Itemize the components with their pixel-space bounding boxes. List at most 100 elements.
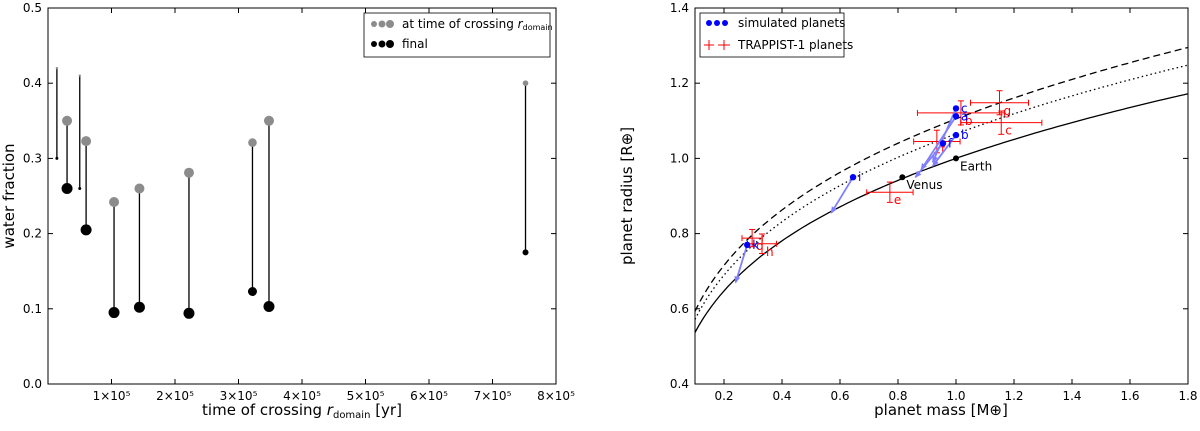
simulated-label: a (961, 109, 968, 123)
trappist-label: h (766, 245, 774, 259)
curve-rocky (694, 93, 1189, 333)
water-fraction-chart: 1×10⁵ 2×10⁵ 3×10⁵ 4×10⁵ 5×10⁵ 6×10⁵ 7×10⁵ 8×10⁵… (0, 1, 575, 421)
right-legend: simulated planets TRAPPIST-1 planets (699, 12, 853, 58)
y-tick-label: 1.2 (670, 76, 689, 90)
right-x-axis-label: planet mass [M⊕] (874, 401, 1008, 419)
simulated-label: k (752, 238, 759, 252)
trappist-label: b (965, 114, 973, 128)
crossing-point (78, 74, 81, 77)
left-plot-frame (47, 7, 557, 385)
trappist-planet (960, 110, 1043, 135)
simulated-label: i (858, 170, 861, 184)
legend-label-trappist: TRAPPIST-1 planets (737, 38, 853, 52)
crossing-point (62, 115, 73, 126)
final-point (61, 182, 73, 194)
crossing-point (81, 136, 92, 147)
legend-label-simulated: simulated planets (738, 16, 845, 30)
y-tick-label: 1.4 (670, 1, 689, 15)
final-point (133, 301, 145, 313)
evolution-arrow (920, 115, 957, 171)
y-tick-label: 0.1 (23, 302, 42, 316)
x-tick-label: 7×10⁵ (474, 389, 512, 403)
x-tick-label: 1.2 (1004, 389, 1023, 403)
x-tick-label: 0.4 (772, 389, 791, 403)
final-point (522, 249, 529, 256)
x-tick-label: 3×10⁵ (220, 389, 258, 403)
simulated-planet (952, 131, 960, 139)
x-tick-label: 6×10⁵ (410, 389, 448, 403)
final-point (263, 301, 275, 313)
y-tick-label: 1.0 (670, 151, 689, 165)
final-point (55, 156, 59, 160)
trappist-label: f (941, 142, 946, 156)
x-tick-label: 4×10⁵ (283, 389, 321, 403)
legend-label-final: final (402, 37, 428, 51)
trappist-planet (913, 129, 961, 154)
x-tick-label: 0.8 (888, 389, 907, 403)
trappist-label: c (1005, 124, 1012, 138)
y-tick-label: 0.8 (670, 227, 689, 241)
right-plot-frame (694, 7, 1189, 385)
final-point (108, 307, 120, 319)
evolution-arrow (932, 134, 957, 167)
evolution-arrow (914, 142, 944, 178)
legend-marker-final (371, 40, 394, 48)
final-point (183, 307, 195, 319)
x-tick-label: 0.6 (830, 389, 849, 403)
x-tick-label: 1×10⁵ (93, 389, 131, 403)
reference-label: Venus (906, 178, 942, 192)
simulated-planet (939, 140, 947, 147)
x-tick-label: 1.8 (1178, 389, 1197, 403)
left-x-axis-label: time of crossing rdomain [yr] (202, 401, 402, 421)
x-tick-label: 1.0 (946, 389, 965, 403)
simulated-planet (744, 241, 751, 249)
y-tick-label: 0.4 (670, 377, 689, 391)
crossing-point (183, 167, 194, 178)
evolution-arrow (830, 176, 854, 214)
x-tick-label: 0.2 (714, 389, 733, 403)
legend-marker-crossing (371, 20, 394, 28)
simulated-planet (952, 113, 960, 120)
reference-planet (899, 174, 906, 181)
crossing-point (522, 80, 529, 86)
final-point (78, 186, 82, 190)
trappist-planet (866, 181, 914, 203)
y-tick-label: 0.2 (23, 227, 42, 241)
final-point (247, 287, 257, 297)
legend-marker-simulated (706, 20, 728, 26)
y-tick-label: 0.6 (670, 302, 689, 316)
reference-planet (953, 155, 959, 162)
x-tick-label: 5×10⁵ (347, 389, 385, 403)
trappist-label: e (894, 193, 901, 207)
y-tick-label: 0.4 (23, 76, 42, 90)
legend-marker-trappist (704, 40, 730, 50)
simulated-label: c (961, 101, 968, 115)
simulated-label: f (948, 136, 953, 150)
y-tick-label: 0.0 (23, 377, 42, 391)
x-tick-label: 1.4 (1062, 389, 1081, 403)
reference-label: Earth (960, 159, 992, 173)
trappist-label: d (756, 239, 764, 253)
x-tick-label: 8×10⁵ (537, 389, 575, 403)
crossing-point (248, 138, 257, 147)
simulated-planet (849, 174, 857, 181)
crossing-point (109, 197, 120, 208)
left-legend: at time of crossing rdomain final (363, 12, 553, 58)
legend-label-crossing: at time of crossing rdomain (402, 17, 553, 32)
final-point (80, 224, 92, 236)
x-tick-label: 2×10⁵ (156, 389, 194, 403)
simulated-label: b (961, 128, 969, 142)
curve-dotted (694, 64, 1189, 320)
crossing-point (263, 115, 274, 126)
evolution-arrow (734, 244, 749, 284)
y-tick-label: 0.5 (23, 1, 42, 15)
y-tick-label: 0.3 (23, 151, 42, 165)
trappist-label: g (1004, 104, 1012, 118)
right-y-axis-label: planet radius [R⊕] (618, 127, 636, 265)
simulated-planet (952, 105, 960, 112)
crossing-point (55, 66, 59, 70)
crossing-point (134, 183, 145, 194)
left-y-axis-label: water fraction (0, 143, 18, 248)
